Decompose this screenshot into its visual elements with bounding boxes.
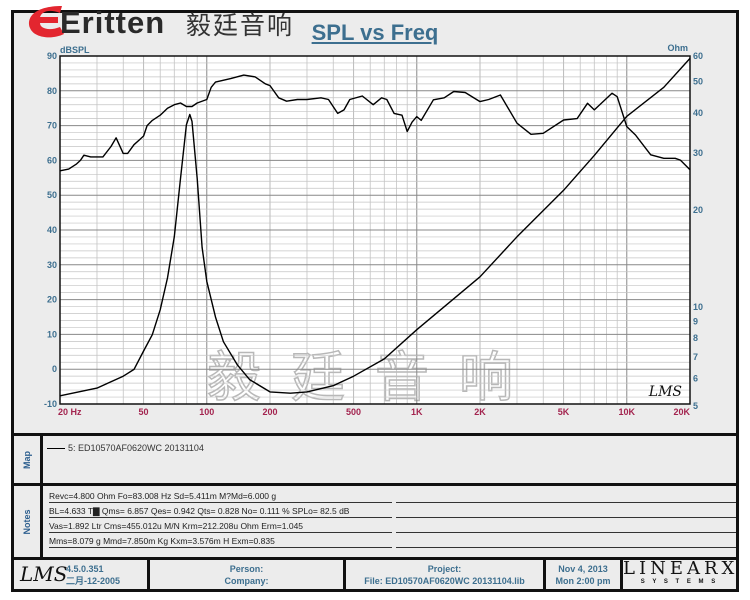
chart-title-text: SPL vs Freq bbox=[311, 20, 439, 45]
linearx-logo: LINEARX S Y S T E M S bbox=[623, 560, 736, 589]
impedance-curve bbox=[59, 57, 691, 397]
y2-axis-label: Ohm bbox=[667, 43, 688, 53]
logo-e-swoosh-icon bbox=[29, 6, 64, 38]
footer-lms-cell: LMS 4.5.0.351 二月-12-2005 bbox=[14, 560, 150, 589]
y2-tick-label: 7 bbox=[693, 352, 698, 362]
notes-side-label: Notes bbox=[14, 486, 43, 557]
legend-entry: 5: ED10570AF0620WC 20131104 bbox=[47, 443, 204, 453]
linearx-text: LINEARX bbox=[623, 558, 739, 579]
time-label: Mon 2:00 pm bbox=[555, 576, 611, 586]
logo-brand-text: Eritten bbox=[60, 5, 166, 40]
note-line-1: Revc=4.800 Ohm Fo=83.008 Hz Sd=5.411m M?… bbox=[49, 491, 392, 503]
note-blank-line bbox=[396, 536, 736, 548]
note-line-3: Vas=1.892 Ltr Cms=455.012u M/N Krm=212.2… bbox=[49, 521, 392, 533]
y-tick-label: 80 bbox=[47, 86, 57, 96]
y2-tick-label: 9 bbox=[693, 317, 698, 327]
y-tick-label: 0 bbox=[52, 364, 57, 374]
y-tick-label: 30 bbox=[47, 260, 57, 270]
y-tick-label: 40 bbox=[47, 225, 57, 235]
note-blank-line bbox=[396, 506, 736, 518]
y2-tick-label: 5 bbox=[693, 401, 698, 411]
notes-section: Notes Revc=4.800 Ohm Fo=83.008 Hz Sd=5.4… bbox=[14, 483, 736, 557]
x-tick-label: 1K bbox=[411, 407, 423, 417]
project-label: Project: bbox=[427, 564, 462, 574]
file-label: File: ED10570AF0620WC 20131104.lib bbox=[364, 576, 525, 586]
y2-tick-label: 8 bbox=[693, 333, 698, 343]
plot-border bbox=[59, 55, 691, 405]
y2-tick-label: 6 bbox=[693, 373, 698, 383]
y2-tick-label: 60 bbox=[693, 51, 703, 61]
spl-curve bbox=[59, 74, 691, 172]
footer-project-cell: Project: File: ED10570AF0620WC 20131104.… bbox=[346, 560, 546, 592]
note-line-2: BL=4.633 T▇ Qms= 6.857 Qes= 0.942 Qts= 0… bbox=[49, 506, 392, 518]
systems-text: S Y S T E M S bbox=[640, 579, 719, 585]
lms-annotation: LMS bbox=[648, 384, 682, 400]
watermark-text: 毅廷音响 bbox=[207, 346, 543, 409]
x-tick-label: 200 bbox=[262, 407, 277, 417]
chart-title: SPL vs Freq bbox=[0, 20, 750, 46]
map-side-label: Map bbox=[14, 436, 43, 483]
footer-person-cell: Person: Company: bbox=[150, 560, 346, 592]
footer-date-cell: Nov 4, 2013 Mon 2:00 pm bbox=[546, 560, 623, 592]
logo-chinese-text: 毅廷音响 bbox=[186, 12, 295, 40]
map-label: Map bbox=[22, 450, 32, 469]
y-tick-label: -10 bbox=[44, 399, 57, 409]
y-tick-label: 20 bbox=[47, 295, 57, 305]
y-tick-label: 50 bbox=[47, 190, 57, 200]
x-tick-label: 10K bbox=[619, 407, 636, 417]
y-tick-label: 70 bbox=[47, 121, 57, 131]
y-tick-label: 60 bbox=[47, 155, 57, 165]
map-section: Map 5: ED10570AF0620WC 20131104 bbox=[14, 433, 736, 483]
y2-tick-label: 50 bbox=[693, 77, 703, 87]
x-tick-label: 20K bbox=[673, 407, 690, 417]
x-tick-label: 2K bbox=[474, 407, 486, 417]
x-tick-label: 50 bbox=[139, 407, 149, 417]
x-tick-label: 5K bbox=[558, 407, 570, 417]
y2-tick-label: 20 bbox=[693, 205, 703, 215]
y2-tick-label: 40 bbox=[693, 108, 703, 118]
company-label: Company: bbox=[224, 576, 269, 586]
note-blank-line bbox=[396, 521, 736, 533]
date-label: Nov 4, 2013 bbox=[558, 564, 608, 574]
brand-logo: Eritten 毅廷音响 bbox=[24, 0, 314, 46]
notes-label: Notes bbox=[22, 508, 32, 535]
y2-tick-label: 30 bbox=[693, 148, 703, 158]
lms-logo: LMS bbox=[20, 562, 68, 586]
build-date: 二月-12-2005 bbox=[66, 576, 121, 586]
version: 4.5.0.351 bbox=[66, 564, 104, 574]
legend-entry-text: 5: ED10570AF0620WC 20131104 bbox=[68, 443, 204, 453]
person-label: Person: bbox=[229, 564, 264, 574]
note-line-4: Mms=8.079 g Mmd=7.850m Kg Kxm=3.576m H E… bbox=[49, 536, 392, 548]
x-tick-label: 500 bbox=[346, 407, 361, 417]
note-blank-line bbox=[396, 491, 736, 503]
x-tick-label: 100 bbox=[199, 407, 214, 417]
footer: LMS 4.5.0.351 二月-12-2005 Person: Company… bbox=[14, 557, 736, 592]
y-tick-label: 10 bbox=[47, 329, 57, 339]
y2-tick-label: 10 bbox=[693, 302, 703, 312]
y-tick-label: 90 bbox=[47, 51, 57, 61]
x-tick-label: 20 Hz bbox=[58, 407, 82, 417]
legend-line-swatch bbox=[47, 448, 65, 450]
y-axis-label: dBSPL bbox=[60, 45, 90, 55]
